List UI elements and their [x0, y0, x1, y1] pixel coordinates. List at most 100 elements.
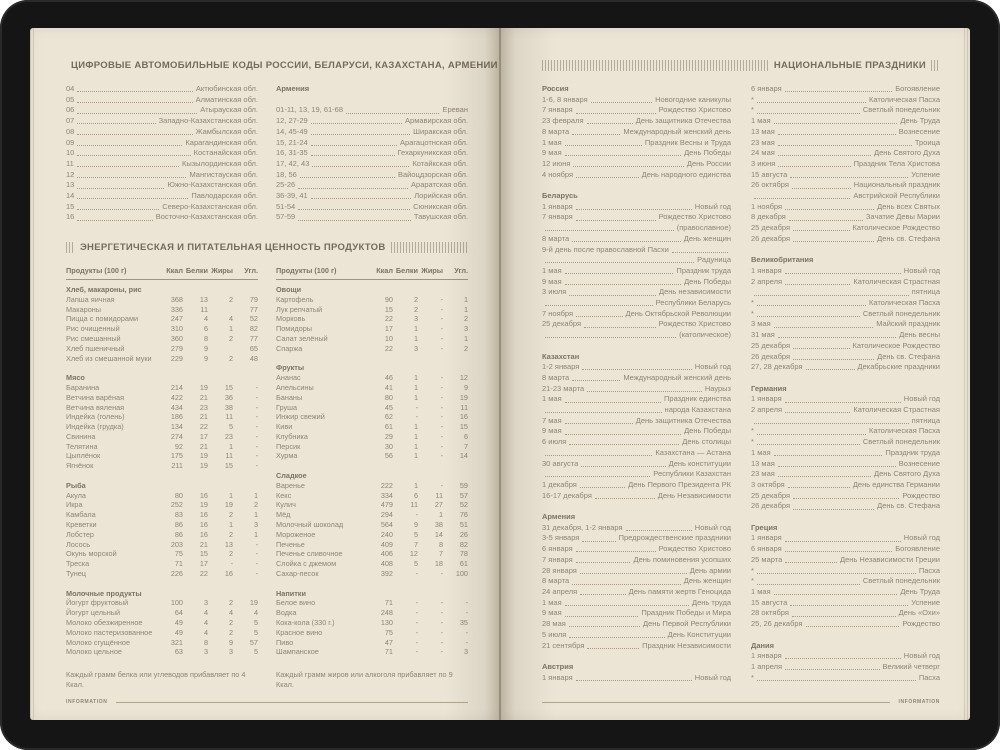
- dotted-leader: [575, 212, 656, 221]
- dotted-leader: [791, 180, 851, 189]
- dotted-leader: [575, 555, 631, 564]
- nutrition-value: 36: [224, 392, 233, 402]
- row-right-text: День женщин: [683, 576, 731, 586]
- code-row: 09 Карагандинская обл.: [66, 138, 258, 149]
- dotted-leader: [790, 170, 909, 178]
- nutrition-row: Пицца с помидорами 247 4 4 52: [66, 314, 258, 324]
- nutrition-value: 406: [380, 549, 393, 559]
- hatch-ornament-icon: [390, 242, 468, 254]
- dotted-leader: [791, 608, 896, 617]
- nutrition-value: 479: [380, 500, 393, 510]
- nutrition-value: -: [415, 402, 418, 412]
- nutrition-value: 1: [413, 392, 418, 402]
- nutrition-value: 248: [380, 608, 393, 618]
- nutrition-value: 19: [249, 598, 258, 608]
- nutrition-value: 5: [228, 422, 233, 432]
- row-right-text: Австрийской Республики: [853, 191, 940, 201]
- product-name: Мёд: [276, 510, 291, 520]
- product-name: Йогурт фруктовый: [66, 598, 129, 608]
- dotted-leader: [784, 544, 893, 553]
- row-right-text: День народного единства: [641, 169, 731, 179]
- product-name: Индейка (голень): [66, 412, 125, 422]
- nutrition-row: Цыплёнок 175 19 11 -: [66, 451, 258, 461]
- row-left-text: 6 января: [751, 544, 782, 554]
- nutrition-value: -: [440, 569, 443, 579]
- holiday-row: 21-23 марта Наурыз: [542, 384, 731, 395]
- codes-rows-armenia: 01-11, 13, 19, 61-68 Ереван 12, 27-29 Армав…: [276, 105, 468, 223]
- product-name: Рис смешанный: [66, 333, 121, 343]
- nutrition-value: 30: [384, 441, 393, 451]
- nutrition-row: Молоко цельное 63 3 3 5: [66, 647, 258, 657]
- nutrition-value: 211: [171, 461, 183, 471]
- dotted-leader: [778, 159, 851, 168]
- row-right-text: День труда: [692, 597, 731, 607]
- nutrition-column-headers: Продукты (100 г) Ккал Белки Жиры Угл.: [66, 266, 258, 280]
- nutrition-value: 6: [203, 324, 208, 334]
- row-right-text: Павлодарская обл.: [191, 191, 258, 201]
- nutrition-row: Картофель 90 2 - 1: [276, 295, 468, 305]
- holiday-row: 6 июля День столицы: [542, 437, 731, 448]
- nutrition-row: Лобстер 86 16 2 1: [66, 530, 258, 540]
- row-right-text: Новый год: [694, 522, 731, 532]
- row-right-text: Ереван: [442, 105, 468, 115]
- nutrition-row: Лосось 203 21 13 -: [66, 540, 258, 550]
- nutrition-value: -: [465, 637, 468, 647]
- holiday-row: 7 января День поминовения усопших: [542, 555, 731, 566]
- nutrition-value: 564: [380, 520, 393, 530]
- row-right-text: Вайоцдзорская обл.: [397, 169, 468, 179]
- nutrition-row: Инжир свежий 62 - - 16: [276, 412, 468, 422]
- nutrition-value: 52: [249, 314, 258, 324]
- dotted-leader: [545, 405, 662, 414]
- nutrition-section: Рыба Акула 80 16 1 1 Икра 252 19 19 2 Камбала 83 16 2 1…: [66, 481, 258, 579]
- hatch-ornament-icon: [66, 242, 75, 254]
- row-left-text: 1 мая: [542, 394, 562, 404]
- nutrition-value: 51: [459, 520, 468, 530]
- holiday-row: 2 апреля Католическая Страстная: [751, 405, 940, 416]
- nutrition-value: 12: [409, 549, 418, 559]
- nutrition-value: 21: [199, 539, 208, 549]
- nutrition-row: Печенье 409 7 8 82: [276, 540, 468, 550]
- row-left-text: 3 октября: [751, 479, 785, 489]
- nutrition-value: 35: [459, 618, 468, 628]
- dotted-leader: [564, 277, 682, 285]
- row-right-text: День Первого Президента РК: [628, 479, 731, 489]
- row-left-text: 16: [66, 212, 75, 222]
- holiday-row: 7 мая День защитника Отечества: [542, 416, 731, 427]
- dotted-leader: [793, 491, 900, 499]
- code-row: 10 Костанайская обл.: [66, 148, 258, 159]
- nutrition-value: 16: [199, 510, 208, 520]
- holiday-row: 1 января Новый год: [751, 266, 940, 277]
- holiday-row: 27, 28 декабря Декабрьские праздники: [751, 362, 940, 373]
- row-right-text: Католическая Пасха: [868, 298, 940, 308]
- nutrition-value: 310: [170, 324, 183, 334]
- nutrition-value: -: [415, 647, 418, 657]
- nutrition-value: -: [255, 549, 258, 559]
- nutrition-value: -: [440, 392, 443, 402]
- product-name: Мороженое: [276, 529, 316, 539]
- dotted-leader: [545, 448, 653, 457]
- row-right-text: Католическая Пасха: [868, 426, 940, 436]
- row-left-text: 1 мая: [751, 447, 771, 457]
- dotted-leader: [582, 362, 692, 371]
- nutrition-column-headers: Продукты (100 г) Ккал Белки Жиры Угл.: [276, 266, 468, 280]
- dotted-leader: [756, 576, 860, 585]
- holiday-row: 1 мая День труда: [542, 598, 731, 609]
- holidays-right-column: 6 января Богоявление * Католическая Пасха * С…: [751, 84, 940, 683]
- dotted-leader: [545, 330, 677, 339]
- dotted-leader: [346, 105, 440, 114]
- nutrition-value: 226: [170, 569, 183, 579]
- dotted-leader: [756, 673, 916, 681]
- nutrition-value: 2: [228, 353, 233, 363]
- row-left-text: 14, 45-49: [276, 126, 308, 136]
- row-left-text: 10: [66, 148, 75, 158]
- nutrition-value: 1: [413, 382, 418, 392]
- nutrition-row: Лапша яичная 368 13 2 79: [66, 295, 258, 305]
- dotted-leader: [756, 426, 866, 435]
- column-header: Белки: [185, 266, 208, 276]
- nutrition-value: 100: [170, 598, 183, 608]
- code-row: 12 Мангистауская обл.: [66, 170, 258, 181]
- dotted-leader: [77, 138, 183, 146]
- holiday-row: 8 декабря Зачатие Девы Марии: [751, 212, 940, 223]
- nutrition-value: 408: [380, 559, 393, 569]
- row-left-text: 09: [66, 137, 75, 147]
